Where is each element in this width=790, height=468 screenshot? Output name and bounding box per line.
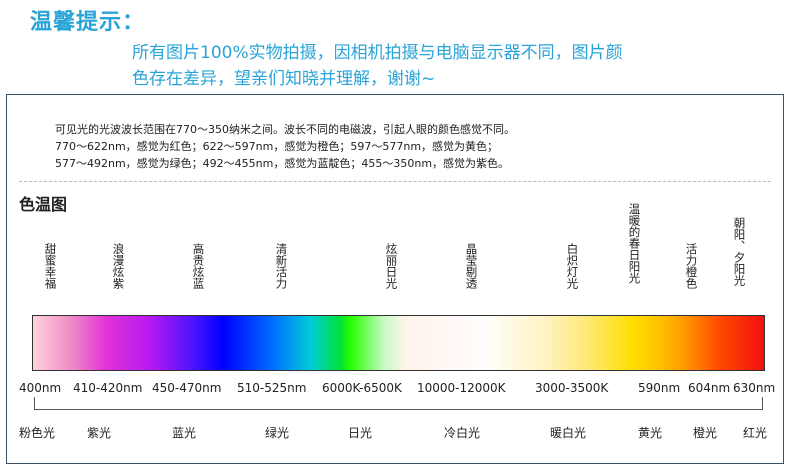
color-name-label: 紫光: [87, 426, 112, 440]
mood-label-sunrise-sunset: 朝阳、夕阳光: [732, 217, 747, 286]
wavelength-label: 590nm: [638, 381, 681, 395]
color-name-label: 黄光: [638, 426, 663, 440]
mood-label-daylight: 炫丽日光: [384, 243, 399, 289]
intro-line-3: 577～492nm，感觉为绿色；492～455nm，感觉为蓝靛色；455～350…: [55, 157, 510, 170]
color-name-label: 绿光: [265, 426, 290, 440]
color-name-label: 暖白光: [550, 426, 587, 440]
wavelength-label: 6000K-6500K: [322, 381, 402, 395]
notice-line-2: 色存在差异，望亲们知晓并理解，谢谢~: [132, 69, 436, 89]
mood-label-crystal: 晶莹剔透: [464, 243, 479, 289]
mood-label-noble-blue: 高贵炫蓝: [191, 243, 206, 289]
intro-line-2: 770～622nm，感觉为红色；622～597nm，感觉为橙色；597～577n…: [55, 140, 499, 153]
notice-text: 所有图片100%实物拍摄，因相机拍摄与电脑显示器不同，图片颜 色存在差异，望亲们…: [132, 40, 772, 92]
mood-label-sweet: 甜蜜幸福: [43, 243, 58, 289]
mood-label-fresh: 清新活力: [274, 243, 289, 289]
notice-line-1: 所有图片100%实物拍摄，因相机拍摄与电脑显示器不同，图片颜: [132, 43, 623, 63]
section-title: 色温图: [19, 195, 68, 214]
spectrum-intro: 可见光的光波波长范围在770～350纳米之间。波长不同的电磁波，引起人眼的颜色感…: [55, 121, 515, 172]
spectrum-bracket: [34, 397, 763, 410]
color-name-label: 冷白光: [444, 426, 481, 440]
color-name-label: 粉色光: [19, 426, 56, 440]
color-name-label: 橙光: [693, 426, 718, 440]
dashed-divider: [19, 181, 771, 182]
intro-line-1: 可见光的光波波长范围在770～350纳米之间。波长不同的电磁波，引起人眼的颜色感…: [55, 123, 515, 136]
wavelength-label: 400nm: [19, 381, 62, 395]
color-name-label: 日光: [348, 426, 373, 440]
mood-label-spring-sun: 温暖的春日阳光: [627, 203, 642, 284]
wavelength-label: 10000-12000K: [417, 381, 506, 395]
spectrum-bar: [32, 315, 765, 371]
mood-label-vital-orange: 活力橙色: [684, 243, 699, 289]
wavelength-label: 410-420nm: [73, 381, 143, 395]
wavelength-label: 450-470nm: [152, 381, 222, 395]
wavelength-label: 3000-3500K: [535, 381, 609, 395]
wavelength-label: 510-525nm: [237, 381, 307, 395]
wavelength-label: 630nm: [733, 381, 776, 395]
color-name-label: 蓝光: [172, 426, 197, 440]
color-name-label: 红光: [743, 426, 768, 440]
mood-label-incandescent: 白炽灯光: [565, 243, 580, 289]
mood-label-romantic-purple: 浪漫炫紫: [111, 243, 126, 289]
notice-title: 温馨提示：: [30, 10, 146, 35]
color-temperature-panel: 可见光的光波波长范围在770～350纳米之间。波长不同的电磁波，引起人眼的颜色感…: [6, 94, 784, 464]
wavelength-label: 604nm: [688, 381, 731, 395]
